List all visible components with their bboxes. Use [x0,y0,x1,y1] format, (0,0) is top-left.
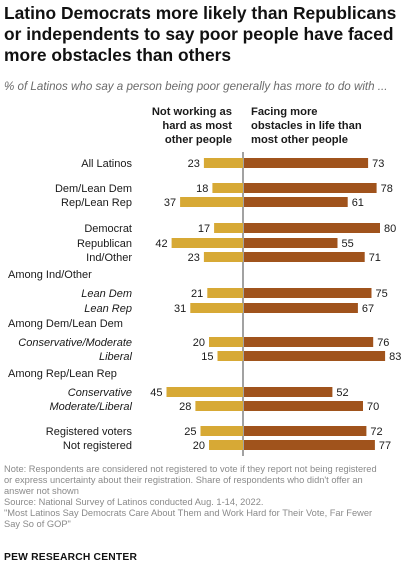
report-title-line: Say So of GOP" [4,519,71,529]
value-label-right: 70 [367,401,379,413]
legend-right-label: Facing more [251,106,318,118]
value-label-right: 76 [377,337,389,349]
value-label-left: 20 [193,337,205,349]
bar-left [180,197,243,207]
notes-block: Note: Respondents are considered not reg… [4,464,414,530]
value-label-right: 78 [381,183,393,195]
legend-left-label: hard as most [162,120,232,132]
value-label-left: 20 [193,440,205,452]
bar-right [244,252,365,262]
source-line: Source: National Survey of Latinos condu… [4,497,264,507]
value-label-left: 42 [155,238,167,250]
note-line: answer not shown [4,486,79,496]
value-label-right: 72 [370,426,382,438]
bar-left [195,401,243,411]
value-label-right: 77 [379,440,391,452]
bar-left [203,158,243,168]
chart-title: Latino Democrats more likely than Republ… [4,3,397,65]
bar-left [209,440,243,450]
row-label: Rep/Lean Rep [61,197,132,209]
bar-right [244,158,369,168]
bar-right [244,440,375,450]
bar-right [244,387,333,397]
bar-right [244,401,363,411]
value-label-right: 52 [336,387,348,399]
value-label-left: 23 [188,252,200,264]
bar-right [244,303,358,313]
bar-right [244,351,386,361]
bar-left [212,183,243,193]
value-label-left: 21 [191,288,203,300]
row-label: Republican [77,238,132,250]
value-label-left: 31 [174,303,186,315]
value-label-left: 15 [201,351,213,363]
value-label-left: 17 [198,223,210,235]
value-label-right: 55 [342,238,354,250]
value-label-right: 67 [362,303,374,315]
row-label: Conservative [68,387,132,399]
note-line: or express uncertainty about their regis… [4,475,363,485]
value-label-right: 71 [369,252,381,264]
bar-left [214,223,243,233]
row-label: Lean Rep [84,303,132,315]
chart-subtitle: % of Latinos who say a person being poor… [4,80,388,93]
value-label-left: 37 [164,197,176,209]
bar-right [244,238,338,248]
report-title-line: "Most Latinos Say Democrats Care About T… [4,508,373,518]
value-label-right: 61 [352,197,364,209]
bar-left [166,387,243,397]
row-label: Democrat [84,223,132,235]
row-label: Lean Dem [81,288,132,300]
row-label: Ind/Other [86,252,132,264]
diverging-bar-chart: Not working as hard as most other people Fa… [8,106,401,456]
bar-left [209,337,243,347]
bar-right [244,197,348,207]
value-label-left: 28 [179,401,191,413]
note-line: Note: Respondents are considered not reg… [4,464,377,474]
value-label-right: 73 [372,158,384,170]
row-label: Registered voters [46,426,133,438]
legend-right-label: most other people [251,134,348,146]
row-label: Conservative/Moderate [18,337,132,349]
bar-left [171,238,243,248]
value-label-right: 75 [376,288,388,300]
row-label: All Latinos [81,158,132,170]
bar-left [217,351,243,361]
legend-left-label: Not working as [152,106,232,118]
value-label-left: 25 [184,426,196,438]
bar-right [244,288,372,298]
value-label-right: 80 [384,223,396,235]
bar-right [244,426,367,436]
bar-left [190,303,243,313]
bar-left [203,252,243,262]
group-header-label: Among Dem/Lean Dem [8,318,123,330]
group-header-label: Among Rep/Lean Rep [8,368,117,380]
value-label-right: 83 [389,351,401,363]
value-label-left: 18 [196,183,208,195]
value-label-left: 45 [150,387,162,399]
bar-right [244,337,374,347]
row-label: Liberal [99,351,133,363]
row-label: Dem/Lean Dem [55,183,132,195]
legend-right-label: obstacles in life than [251,120,362,132]
group-header-label: Among Ind/Other [8,269,92,281]
value-label-left: 23 [188,158,200,170]
pew-logo-text: PEW RESEARCH CENTER [4,552,138,563]
row-label: Not registered [63,440,132,452]
row-label: Moderate/Liberal [49,401,132,413]
bar-left [200,426,243,436]
bar-right [244,183,377,193]
bar-right [244,223,380,233]
legend-left-label: other people [165,134,232,146]
bar-left [207,288,243,298]
